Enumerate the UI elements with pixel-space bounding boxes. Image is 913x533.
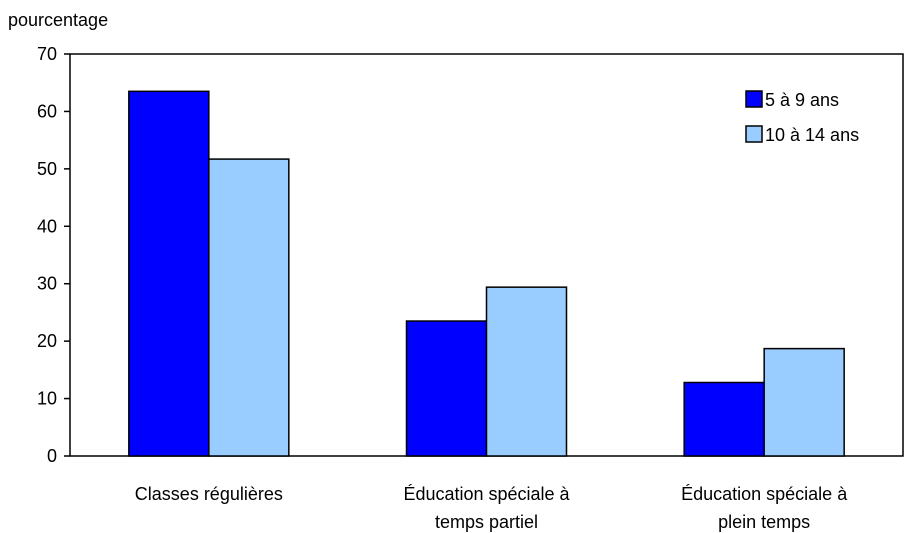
bar-age-10-14-cat-0 (208, 158, 290, 457)
bar-age-10-14-cat-2 (763, 347, 845, 457)
y-axis-label: pourcentage (8, 10, 108, 30)
x-category-label: temps partiel (435, 512, 538, 532)
y-tick-label: 70 (37, 44, 57, 64)
bar-age-5-9-cat-2 (683, 381, 765, 457)
y-axis: 0 10 20 30 40 50 60 70 (37, 44, 70, 466)
y-tick-label: 20 (37, 331, 57, 351)
legend-label: 5 à 9 ans (765, 90, 839, 110)
y-tick-label: 50 (37, 159, 57, 179)
x-category-label: Éducation spéciale à (403, 484, 570, 504)
x-category-label: Classes régulières (135, 484, 283, 504)
x-category-label: plein temps (718, 512, 810, 532)
legend-swatch (745, 125, 763, 143)
y-tick-label: 10 (37, 389, 57, 409)
bar-age-5-9-cat-0 (128, 90, 210, 457)
legend-label: 10 à 14 ans (765, 125, 859, 145)
bars (128, 90, 845, 457)
x-category-label: Éducation spéciale à (681, 484, 848, 504)
y-tick-label: 0 (47, 446, 57, 466)
bar-age-5-9-cat-1 (405, 320, 488, 457)
y-tick-label: 60 (37, 101, 57, 121)
y-tick-label: 30 (37, 274, 57, 294)
bar-age-10-14-cat-1 (485, 286, 568, 457)
legend-swatch (745, 90, 763, 108)
legend: 5 à 9 ans 10 à 14 ans (745, 90, 859, 145)
y-tick-label: 40 (37, 216, 57, 236)
x-axis: Classes régulières Éducation spéciale à te… (135, 484, 848, 532)
